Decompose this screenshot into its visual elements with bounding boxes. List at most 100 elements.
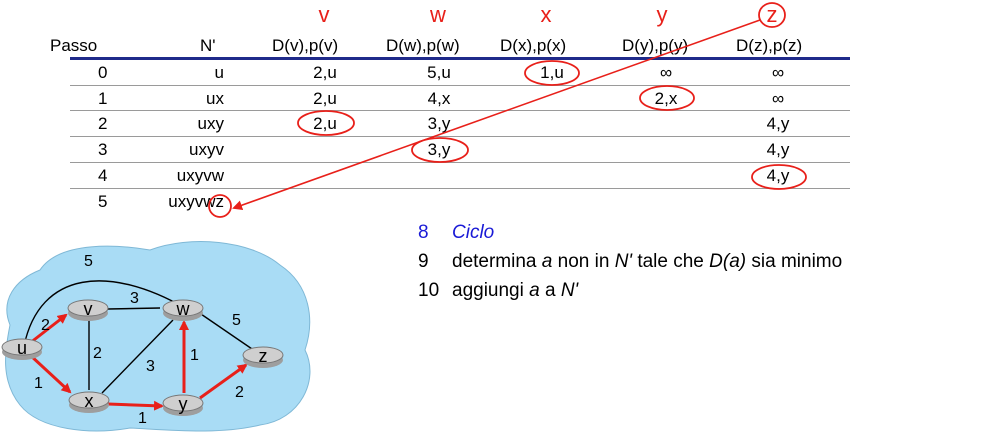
- router-icon-z: z: [242, 346, 284, 368]
- header-dy: D(y),p(y): [622, 36, 689, 55]
- algo-text: sia minimo: [746, 251, 843, 272]
- nset-cell: uxyv: [189, 140, 224, 159]
- header-passo: Passo: [50, 36, 98, 55]
- row-separator: [70, 162, 850, 163]
- step-cell: 5: [98, 192, 108, 211]
- header-dx: D(x),p(x): [500, 36, 567, 55]
- weight-x-w: 3: [146, 358, 155, 375]
- highlight-circle-z-4y: [751, 164, 807, 190]
- weight-u-x: 1: [34, 375, 43, 392]
- weight-v-w: 3: [130, 290, 139, 307]
- router-icon-x: x: [68, 391, 110, 413]
- algo-var: N': [614, 251, 633, 272]
- node-label-x: x: [85, 391, 94, 411]
- edge-x-y: [107, 400, 164, 411]
- edge-v-w: [107, 307, 161, 310]
- nset-cell: u: [214, 63, 224, 82]
- header-dz: D(z),p(z): [736, 36, 803, 55]
- weight-v-x: 2: [93, 345, 102, 362]
- header-dv: D(v),p(v): [272, 36, 339, 55]
- algo-line-number: 8: [418, 222, 429, 243]
- dz-cell: 4,y: [766, 166, 790, 185]
- edge-u-w: [23, 280, 186, 347]
- algo-line-8: 8 Ciclo: [418, 218, 842, 247]
- edge-x-w: [101, 319, 174, 394]
- nset-cell: uxyvw: [176, 166, 224, 185]
- weight-u-w: 5: [84, 253, 93, 270]
- algo-line-number: 9: [418, 251, 429, 272]
- step-cell: 3: [98, 140, 108, 159]
- router-icon-y: y: [162, 394, 204, 416]
- highlight-circle-z-letter: [758, 2, 786, 28]
- dw-cell: 4,x: [427, 89, 451, 108]
- row-separator: [70, 110, 850, 111]
- nset-cell: uxy: [197, 114, 224, 133]
- algo-text: a: [539, 280, 561, 301]
- nset-cell: uxyvwz: [168, 192, 224, 211]
- router-icon-v: v: [67, 299, 109, 321]
- node-label-v: v: [84, 299, 93, 319]
- highlight-circle-w-3y: [411, 137, 469, 163]
- highlight-circle-z-final: [208, 194, 232, 218]
- dz-cell: 4,y: [766, 114, 790, 133]
- node-label-y: y: [179, 394, 188, 414]
- arrow-z-to-nprime: [232, 19, 761, 211]
- step-cell: 0: [98, 63, 108, 82]
- algo-var: a: [541, 251, 553, 272]
- highlight-circle-v-2u: [297, 110, 355, 136]
- dx-cell: 1,u: [540, 63, 564, 82]
- algo-text: aggiungi: [452, 280, 530, 301]
- dz-cell: ∞: [771, 89, 785, 108]
- dw-cell: 5,u: [427, 63, 451, 82]
- dy-cell: 2,x: [654, 89, 678, 108]
- algo-text: non in: [552, 251, 615, 272]
- highlight-circle-x-1u: [524, 60, 580, 86]
- dv-cell: 2,u: [313, 114, 337, 133]
- dz-cell: 4,y: [766, 140, 790, 159]
- col-letter-y: y: [656, 2, 668, 27]
- weight-u-v: 2: [41, 317, 50, 334]
- header-nprime: N': [200, 36, 216, 55]
- weight-y-z: 2: [235, 384, 244, 401]
- router-icon-u: u: [1, 338, 43, 360]
- weight-x-y: 1: [138, 410, 147, 427]
- edge-u-x: [28, 353, 72, 394]
- col-letter-z: z: [766, 2, 778, 27]
- algo-line-9: 9 determina a non in N' tale che D(a) sia…: [418, 247, 842, 276]
- algo-line-10: 10 aggiungi a a N': [418, 276, 842, 305]
- algo-line-number: 10: [418, 280, 440, 301]
- col-letter-v: v: [318, 2, 330, 27]
- dw-cell: 3,y: [427, 140, 451, 159]
- node-label-w: w: [176, 299, 191, 319]
- step-cell: 4: [98, 166, 108, 185]
- node-label-u: u: [17, 338, 27, 358]
- edge-w-z: [197, 311, 256, 352]
- highlight-circle-y-2x: [639, 85, 695, 111]
- row-separator: [70, 188, 850, 189]
- algo-keyword: Ciclo: [452, 222, 495, 243]
- router-icon-w: w: [162, 299, 204, 321]
- step-cell: 2: [98, 114, 108, 133]
- weight-w-z: 5: [232, 312, 241, 329]
- edge-y-z: [199, 363, 248, 400]
- dz-cell: ∞: [771, 63, 785, 82]
- dv-cell: 2,u: [313, 89, 337, 108]
- algo-text: determina: [452, 251, 542, 272]
- header-dw: D(w),p(w): [386, 36, 460, 55]
- edge-u-v: [29, 313, 68, 345]
- row-separator: [70, 85, 850, 86]
- col-letter-x: x: [540, 2, 552, 27]
- algo-var: a: [529, 280, 540, 301]
- weight-y-w: 1: [190, 347, 199, 364]
- row-separator: [70, 136, 850, 137]
- network-graph: 5 3 2 5 2 3 1 1 2 1 u v w x y z: [1, 241, 311, 432]
- node-label-z: z: [259, 346, 268, 366]
- col-letter-w: w: [430, 2, 446, 27]
- algo-var: D(a): [709, 251, 747, 272]
- algo-text: tale che: [632, 251, 710, 272]
- algo-var: N': [560, 280, 579, 301]
- highlight-overlay: [208, 2, 807, 218]
- dw-cell: 3,y: [427, 114, 451, 133]
- header-rule: [70, 57, 850, 60]
- dv-cell: 2,u: [313, 63, 337, 82]
